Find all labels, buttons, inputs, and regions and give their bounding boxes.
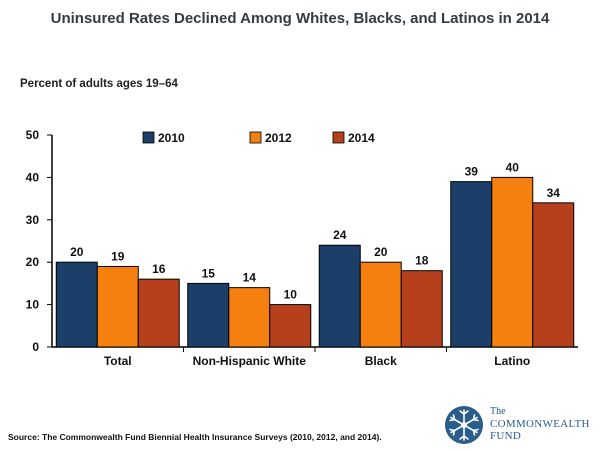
snowflake-logo-icon	[445, 406, 483, 444]
data-label: 39	[465, 165, 479, 179]
x-tick-label: Latino	[494, 354, 530, 368]
logo-line1: COMMONWEALTH	[490, 418, 590, 430]
bar	[228, 287, 271, 348]
chart-subtitle: Percent of adults ages 19–64	[20, 78, 178, 90]
x-tick-label: Total	[104, 354, 132, 368]
source-note: Source: The Commonwealth Fund Biennial H…	[8, 432, 382, 442]
y-tick-label: 30	[26, 213, 40, 227]
data-label: 16	[152, 262, 166, 276]
data-label: 18	[415, 254, 429, 268]
bar	[187, 282, 230, 348]
logo-the: The	[490, 406, 506, 417]
bar	[55, 261, 98, 348]
data-label: 19	[111, 249, 125, 263]
bar	[359, 261, 402, 348]
legend-swatch	[249, 131, 262, 144]
logo-line2: FUND	[490, 430, 522, 442]
legend-swatch	[332, 131, 345, 144]
bar	[400, 270, 443, 348]
x-tick-label: Black	[365, 354, 397, 368]
y-tick-label: 40	[26, 170, 40, 184]
data-label: 20	[374, 245, 388, 259]
bar	[532, 202, 575, 348]
data-label: 20	[70, 245, 84, 259]
x-tick-label: Non-Hispanic White	[193, 354, 307, 368]
bar	[450, 181, 493, 348]
legend-swatch	[142, 131, 155, 144]
data-label: 10	[284, 288, 298, 302]
bar	[491, 176, 534, 348]
bar	[137, 278, 180, 348]
legend-label: 2012	[265, 131, 292, 145]
commonwealth-fund-logo: The COMMONWEALTH FUND	[444, 402, 594, 448]
bar	[96, 265, 139, 348]
y-tick-label: 50	[26, 128, 40, 142]
legend-label: 2014	[348, 131, 375, 145]
y-tick-label: 0	[32, 340, 39, 354]
data-label: 40	[506, 160, 520, 174]
data-label: 15	[202, 266, 216, 280]
data-label: 14	[243, 271, 257, 285]
y-tick-label: 10	[26, 298, 40, 312]
data-label: 34	[547, 186, 561, 200]
bar	[318, 244, 361, 348]
chart-title: Uninsured Rates Declined Among Whites, B…	[50, 10, 550, 27]
data-label: 24	[333, 228, 347, 242]
legend-label: 2010	[158, 131, 185, 145]
y-tick-label: 20	[26, 255, 40, 269]
bar	[269, 304, 312, 348]
